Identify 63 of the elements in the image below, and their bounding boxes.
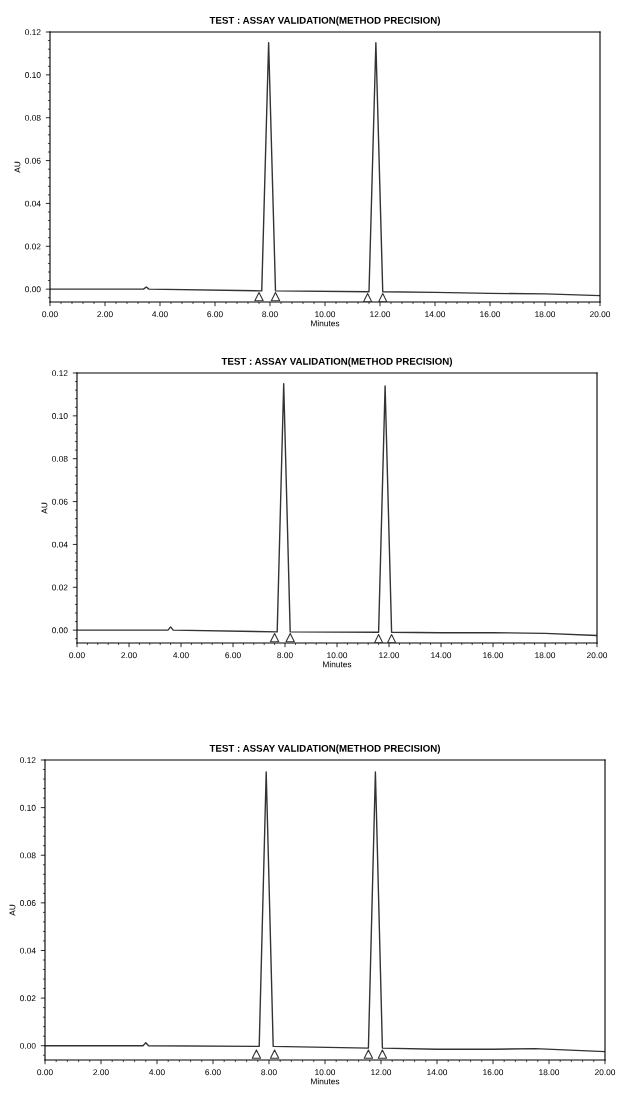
- y-tick-label: 0.04: [52, 541, 68, 548]
- y-tick-label: 0.12: [20, 757, 36, 764]
- x-tick-label: 12.00: [379, 652, 400, 659]
- y-tick-label: 0.08: [52, 455, 68, 462]
- x-tick-label: 0.00: [69, 652, 85, 659]
- x-tick-label: 8.00: [262, 311, 278, 318]
- y-tick-label: 0.04: [20, 947, 36, 954]
- y-axis-title: AU: [41, 502, 48, 514]
- x-tick-label: 4.00: [152, 311, 168, 318]
- y-tick-label: 0.00: [52, 627, 68, 634]
- x-tick-label: 18.00: [539, 1069, 560, 1076]
- x-tick-label: 8.00: [261, 1069, 277, 1076]
- x-tick-label: 16.00: [483, 652, 504, 659]
- x-tick-label: 6.00: [225, 652, 241, 659]
- x-tick-label: 16.00: [483, 1069, 504, 1076]
- y-tick-label: 0.08: [20, 852, 36, 859]
- y-tick-label: 0.02: [25, 243, 41, 250]
- y-tick-label: 0.12: [25, 29, 41, 36]
- x-tick-label: 18.00: [535, 311, 556, 318]
- y-tick-label: 0.02: [52, 584, 68, 591]
- y-tick-label: 0.06: [25, 157, 41, 164]
- y-tick-label: 0.00: [25, 286, 41, 293]
- y-tick-label: 0.08: [25, 114, 41, 121]
- x-axis-title: Minutes: [323, 661, 352, 668]
- y-tick-label: 0.04: [25, 200, 41, 207]
- y-tick-label: 0.06: [52, 498, 68, 505]
- x-tick-label: 4.00: [149, 1069, 165, 1076]
- y-tick-label: 0.02: [20, 995, 36, 1002]
- x-axis-title: Minutes: [311, 320, 340, 327]
- y-tick-label: 0.10: [52, 413, 68, 419]
- x-tick-label: 18.00: [535, 652, 556, 659]
- y-tick-label: 0.12: [52, 370, 68, 377]
- x-tick-label: 10.00: [315, 1069, 336, 1076]
- x-tick-label: 6.00: [205, 1069, 221, 1076]
- chart-title: TEST : ASSAY VALIDATION(METHOD PRECISION): [209, 744, 441, 754]
- x-tick-label: 14.00: [427, 1069, 448, 1076]
- x-tick-label: 2.00: [97, 311, 113, 318]
- x-tick-label: 2.00: [93, 1069, 109, 1076]
- x-tick-label: 8.00: [277, 652, 293, 659]
- y-tick-label: 0.10: [25, 72, 41, 78]
- x-tick-label: 0.00: [37, 1069, 53, 1076]
- x-tick-label: 14.00: [431, 652, 452, 659]
- y-axis-title: AU: [9, 904, 16, 916]
- x-tick-label: 4.00: [173, 652, 189, 659]
- x-tick-label: 20.00: [594, 1069, 616, 1076]
- chart-title: TEST : ASSAY VALIDATION(METHOD PRECISION): [209, 16, 441, 26]
- x-tick-label: 12.00: [371, 1069, 392, 1076]
- x-tick-label: 2.00: [121, 652, 137, 659]
- y-tick-label: 0.06: [20, 900, 36, 906]
- x-tick-label: 6.00: [207, 311, 223, 318]
- y-tick-label: 0.10: [20, 804, 36, 811]
- x-tick-label: 10.00: [327, 652, 348, 659]
- chart-title: TEST : ASSAY VALIDATION(METHOD PRECISION): [221, 357, 453, 367]
- x-tick-label: 12.00: [370, 311, 391, 318]
- y-axis-title: AU: [14, 161, 21, 173]
- x-tick-label: 14.00: [425, 311, 446, 318]
- x-tick-label: 20.00: [586, 652, 608, 659]
- x-tick-label: 10.00: [315, 311, 336, 318]
- x-tick-label: 20.00: [589, 311, 611, 318]
- x-axis-title: Minutes: [311, 1078, 340, 1085]
- x-tick-label: 16.00: [480, 311, 501, 318]
- x-tick-label: 0.00: [42, 311, 58, 318]
- y-tick-label: 0.00: [20, 1042, 36, 1049]
